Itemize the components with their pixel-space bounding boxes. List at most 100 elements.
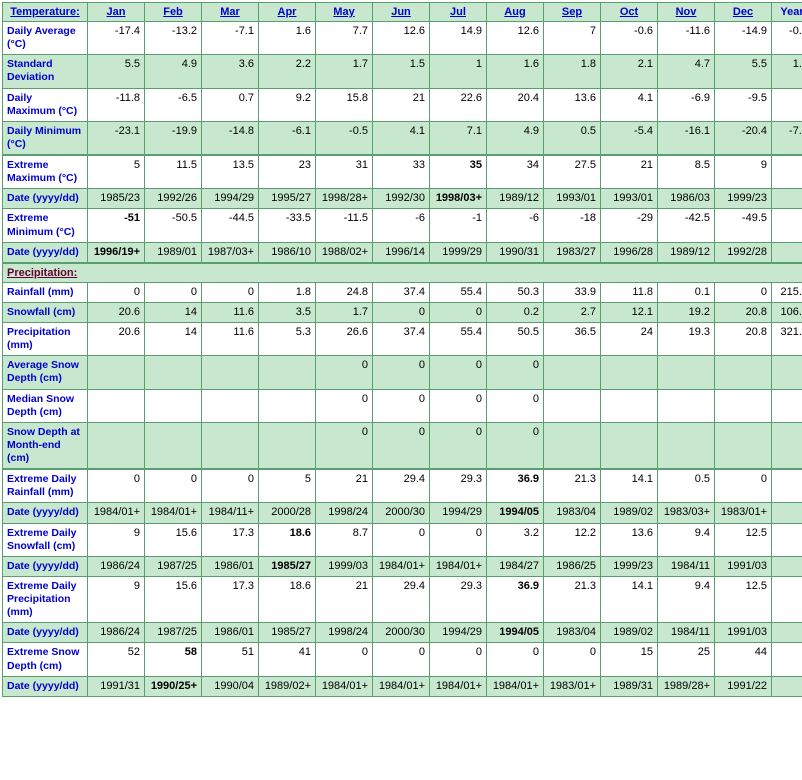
cell: 3.5 bbox=[259, 302, 316, 322]
cell: 0.2 bbox=[487, 302, 544, 322]
cell: 17.3 bbox=[202, 523, 259, 556]
col-header-sep[interactable]: Sep bbox=[544, 3, 601, 22]
col-header-may[interactable]: May bbox=[316, 3, 373, 22]
cell: 20.8 bbox=[715, 323, 772, 356]
cell: 0 bbox=[487, 356, 544, 389]
month-link-jan[interactable]: Jan bbox=[107, 6, 126, 18]
month-link-feb[interactable]: Feb bbox=[163, 6, 183, 18]
cell: -7.1 bbox=[202, 22, 259, 55]
cell: 0 bbox=[487, 389, 544, 422]
cell: 1987/25 bbox=[145, 623, 202, 643]
cell: -1 bbox=[430, 209, 487, 242]
cell: -33.5 bbox=[259, 209, 316, 242]
cell: 1986/01 bbox=[202, 623, 259, 643]
cell: 6 bbox=[772, 88, 802, 121]
col-header-feb[interactable]: Feb bbox=[145, 3, 202, 22]
col-header-dec[interactable]: Dec bbox=[715, 3, 772, 22]
cell: 58 bbox=[145, 643, 202, 676]
cell: 21 bbox=[601, 155, 658, 189]
cell: 1.9 bbox=[772, 55, 802, 88]
cell bbox=[772, 422, 802, 469]
cell bbox=[772, 389, 802, 422]
month-link-jul[interactable]: Jul bbox=[450, 6, 466, 18]
month-link-sep[interactable]: Sep bbox=[562, 6, 582, 18]
month-link-may[interactable]: May bbox=[333, 6, 354, 18]
cell: 9 bbox=[88, 523, 145, 556]
col-header-aug[interactable]: Aug bbox=[487, 3, 544, 22]
cell: 2.7 bbox=[544, 302, 601, 322]
cell: 1992/26 bbox=[145, 189, 202, 209]
cell: -6.1 bbox=[259, 121, 316, 155]
cell: 14.1 bbox=[601, 469, 658, 503]
cell: 1994/05 bbox=[487, 503, 544, 523]
cell: 5 bbox=[259, 469, 316, 503]
cell: 1991/31 bbox=[88, 676, 145, 696]
col-header-jan[interactable]: Jan bbox=[88, 3, 145, 22]
cell: 1989/02 bbox=[601, 623, 658, 643]
data-row: Extreme Daily Rainfall (mm)00052129.429.… bbox=[3, 469, 802, 503]
cell: 31 bbox=[316, 155, 373, 189]
cell: -0.6 bbox=[601, 22, 658, 55]
cell bbox=[601, 356, 658, 389]
col-header-apr[interactable]: Apr bbox=[259, 3, 316, 22]
month-link-aug[interactable]: Aug bbox=[504, 6, 525, 18]
month-link-nov[interactable]: Nov bbox=[676, 6, 697, 18]
cell: -29 bbox=[601, 209, 658, 242]
cell: 0 bbox=[715, 469, 772, 503]
cell: 0 bbox=[88, 282, 145, 302]
col-header-nov[interactable]: Nov bbox=[658, 3, 715, 22]
cell bbox=[544, 356, 601, 389]
row-label: Date (yyyy/dd) bbox=[3, 623, 88, 643]
month-link-apr[interactable]: Apr bbox=[278, 6, 297, 18]
data-row: Snowfall (cm)20.61411.63.51.7000.22.712.… bbox=[3, 302, 802, 322]
cell: 9.4 bbox=[658, 576, 715, 622]
cell: 12.2 bbox=[544, 523, 601, 556]
cell: -11.5 bbox=[316, 209, 373, 242]
cell: 37.4 bbox=[373, 282, 430, 302]
cell: 1984/01+ bbox=[373, 676, 430, 696]
cell: -6.5 bbox=[145, 88, 202, 121]
cell: 0 bbox=[373, 422, 430, 469]
section-precipitation: Precipitation: bbox=[3, 263, 802, 283]
month-link-jun[interactable]: Jun bbox=[391, 6, 411, 18]
cell: 1984/27 bbox=[487, 556, 544, 576]
cell bbox=[772, 209, 802, 242]
cell: 21 bbox=[316, 576, 373, 622]
row-label: Snow Depth at Month-end (cm) bbox=[3, 422, 88, 469]
cell: 1986/01 bbox=[202, 556, 259, 576]
cell: 50.5 bbox=[487, 323, 544, 356]
cell: 33 bbox=[373, 155, 430, 189]
cell: -17.4 bbox=[88, 22, 145, 55]
cell: 1996/28 bbox=[601, 242, 658, 263]
cell: -6 bbox=[373, 209, 430, 242]
cell: 21 bbox=[373, 88, 430, 121]
cell: 1994/29 bbox=[202, 189, 259, 209]
row-label: Daily Maximum (°C) bbox=[3, 88, 88, 121]
col-header-jul[interactable]: Jul bbox=[430, 3, 487, 22]
cell: 22.6 bbox=[430, 88, 487, 121]
data-row: Date (yyyy/dd)1986/241987/251986/011985/… bbox=[3, 623, 802, 643]
cell: 0 bbox=[430, 422, 487, 469]
cell: 14 bbox=[145, 323, 202, 356]
temperature-link[interactable]: Temperature: bbox=[10, 6, 79, 18]
cell: 9.4 bbox=[658, 523, 715, 556]
month-link-oct[interactable]: Oct bbox=[620, 6, 638, 18]
cell: 2.1 bbox=[601, 55, 658, 88]
cell: 12.1 bbox=[601, 302, 658, 322]
cell: 21.3 bbox=[544, 576, 601, 622]
data-row: Date (yyyy/dd)1985/231992/261994/291995/… bbox=[3, 189, 802, 209]
cell bbox=[772, 643, 802, 676]
month-link-dec[interactable]: Dec bbox=[733, 6, 753, 18]
cell bbox=[145, 356, 202, 389]
cell bbox=[772, 523, 802, 556]
cell bbox=[772, 469, 802, 503]
data-row: Daily Minimum (°C)-23.1-19.9-14.8-6.1-0.… bbox=[3, 121, 802, 155]
cell: 9.2 bbox=[259, 88, 316, 121]
col-header-mar[interactable]: Mar bbox=[202, 3, 259, 22]
col-header-jun[interactable]: Jun bbox=[373, 3, 430, 22]
cell: 1999/23 bbox=[715, 189, 772, 209]
row-label: Date (yyyy/dd) bbox=[3, 676, 88, 696]
cell: 11.5 bbox=[145, 155, 202, 189]
month-link-mar[interactable]: Mar bbox=[220, 6, 240, 18]
col-header-oct[interactable]: Oct bbox=[601, 3, 658, 22]
